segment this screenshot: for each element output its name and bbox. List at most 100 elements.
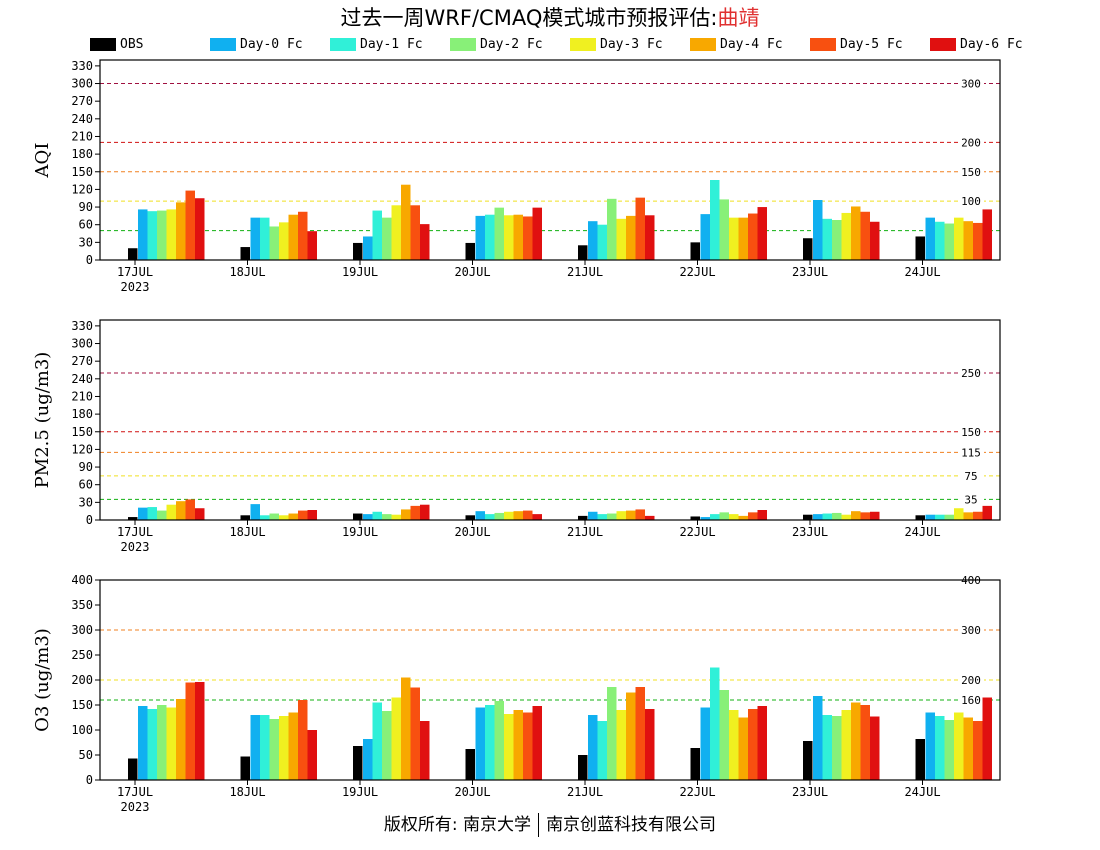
bar-obs-20jul: [465, 515, 475, 520]
y-tick-label: 240: [71, 112, 93, 126]
bar-obs-18jul: [240, 247, 250, 260]
legend-label: Day-2 Fc: [480, 36, 543, 52]
bar-day-5-fc-19jul: [410, 205, 420, 260]
bar-day-4-fc-18jul: [288, 513, 298, 520]
bar-day-5-fc-17jul: [185, 499, 195, 520]
bar-day-1-fc-18jul: [260, 715, 270, 780]
x-tick-label: 21JUL: [567, 265, 603, 279]
legend-swatch: [690, 37, 716, 51]
bar-day-6-fc-23jul: [870, 511, 880, 520]
bar-day-5-fc-22jul: [748, 512, 758, 520]
bar-day-2-fc-20jul: [494, 701, 504, 780]
bar-day-2-fc-21jul: [607, 687, 617, 780]
bar-day-4-fc-18jul: [288, 712, 298, 780]
legend-item-day0: Day-0 Fc: [210, 34, 303, 54]
bar-day-5-fc-18jul: [298, 510, 308, 520]
bar-obs-24jul: [915, 236, 925, 260]
bar-day-0-fc-20jul: [475, 215, 485, 260]
bar-day-4-fc-22jul: [738, 515, 748, 520]
bar-day-2-fc-23jul: [832, 220, 842, 260]
threshold-label: 300: [961, 78, 981, 91]
threshold-label-bg: [958, 493, 984, 506]
threshold-label-bg: [958, 469, 984, 482]
title-prefix: 过去一周WRF/CMAQ模式城市预报评估:: [340, 6, 718, 30]
bar-day-3-fc-21jul: [616, 218, 626, 260]
bar-day-6-fc-22jul: [757, 207, 767, 260]
plot-frame: [99, 579, 1001, 781]
bar-day-5-fc-17jul: [185, 682, 195, 780]
bar-day-3-fc-17jul: [166, 504, 176, 520]
bar-day-5-fc-22jul: [748, 213, 758, 260]
bar-day-4-fc-19jul: [401, 509, 411, 520]
bar-obs-17jul: [128, 758, 138, 780]
bar-day-6-fc-23jul: [870, 716, 880, 780]
legend-label: Day-0 Fc: [240, 36, 303, 52]
threshold-label-bg: [958, 425, 984, 438]
bar-day-6-fc-22jul: [757, 706, 767, 780]
bar-day-3-fc-19jul: [391, 697, 401, 780]
bar-day-4-fc-23jul: [851, 702, 861, 780]
y-axis-label: AQI: [32, 143, 53, 179]
bar-day-1-fc-17jul: [147, 211, 157, 260]
bar-day-4-fc-21jul: [626, 510, 636, 520]
bar-day-5-fc-21jul: [635, 509, 645, 520]
threshold-label: 115: [961, 446, 981, 459]
bar-day-4-fc-19jul: [401, 677, 411, 780]
legend-item-day2: Day-2 Fc: [450, 34, 543, 54]
bar-day-2-fc-21jul: [607, 198, 617, 260]
bar-day-1-fc-19jul: [372, 702, 382, 780]
bar-day-1-fc-18jul: [260, 217, 270, 260]
legend-swatch: [570, 37, 596, 51]
bar-obs-21jul: [578, 755, 588, 780]
y-tick-label: 0: [86, 253, 93, 267]
bar-day-6-fc-22jul: [757, 510, 767, 520]
y-tick-label: 30: [79, 495, 93, 509]
bar-day-6-fc-21jul: [645, 515, 655, 520]
y-tick-label: 150: [71, 425, 93, 439]
bar-day-0-fc-24jul: [925, 217, 935, 260]
bar-day-6-fc-19jul: [420, 504, 430, 520]
x-tick-label: 18JUL: [229, 785, 265, 799]
y-tick-label: 210: [71, 389, 93, 403]
bar-day-2-fc-19jul: [382, 514, 392, 520]
y-tick-label: 0: [86, 773, 93, 787]
legend: OBS Day-0 Fc Day-1 Fc Day-2 Fc Day-3 Fc …: [0, 34, 1100, 54]
bar-day-2-fc-20jul: [494, 207, 504, 260]
y-tick-label: 270: [71, 354, 93, 368]
bar-day-1-fc-18jul: [260, 515, 270, 520]
bar-day-1-fc-19jul: [372, 210, 382, 260]
threshold-label-bg: [958, 624, 984, 636]
threshold-label-bg: [958, 446, 984, 459]
bar-obs-24jul: [915, 739, 925, 780]
threshold-label-bg: [958, 165, 984, 178]
bar-day-6-fc-17jul: [195, 198, 205, 260]
y-tick-label: 50: [79, 748, 93, 762]
bar-day-0-fc-24jul: [925, 712, 935, 780]
bar-day-3-fc-18jul: [279, 716, 289, 780]
bar-obs-18jul: [240, 515, 250, 520]
bar-obs-17jul: [128, 517, 138, 520]
chart-panel-2: 0 30 60 90 120 150 180 210 240 270 300 330 250 150 115…: [32, 319, 1001, 554]
bar-day-4-fc-22jul: [738, 217, 748, 260]
bar-day-5-fc-24jul: [973, 511, 983, 520]
bar-day-0-fc-20jul: [475, 511, 485, 520]
bar-obs-23jul: [803, 514, 813, 520]
footer-copyright: 版权所有: 南京大学: [383, 815, 532, 835]
bar-day-0-fc-19jul: [363, 514, 373, 520]
bar-day-3-fc-20jul: [504, 215, 514, 260]
x-tick-label: 22JUL: [679, 785, 715, 799]
x-tick-label: 17JUL: [117, 525, 153, 539]
bar-day-2-fc-18jul: [269, 513, 279, 520]
bar-day-2-fc-22jul: [719, 690, 729, 780]
bar-day-6-fc-18jul: [307, 730, 317, 780]
threshold-label: 150: [961, 426, 981, 439]
x-tick-label: 24JUL: [904, 265, 940, 279]
bar-day-1-fc-21jul: [597, 514, 607, 520]
bar-obs-24jul: [915, 515, 925, 520]
bar-day-0-fc-21jul: [588, 715, 598, 780]
bar-day-3-fc-19jul: [391, 205, 401, 260]
bar-obs-19jul: [353, 513, 363, 520]
legend-swatch: [90, 37, 116, 51]
chart-panel-1: 0 30 60 90 120 150 180 210 240 270 300 330 300 200 150…: [32, 59, 1001, 294]
